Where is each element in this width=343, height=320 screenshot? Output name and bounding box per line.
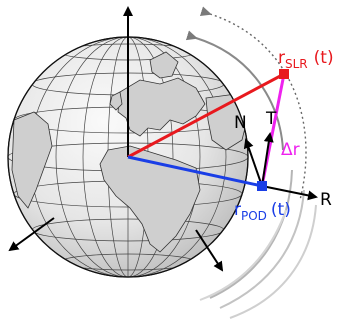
delta-r-label: Δr [281, 140, 300, 160]
r-pod-label: rPOD (t) [234, 200, 291, 223]
t-axis-label: T [265, 109, 277, 129]
orbit-arc-outer-dotted [199, 6, 307, 201]
orbit-arc-upper [185, 30, 284, 151]
continent-africa [99, 145, 201, 253]
continent-americas [11, 111, 53, 209]
orbit-arc-2 [219, 189, 305, 309]
continent-scandinavia [149, 51, 179, 79]
red-square-marker-icon [279, 69, 289, 79]
orbit-arcs [185, 6, 317, 319]
rtn-frame [243, 132, 318, 201]
orbit-arc-4 [199, 209, 287, 301]
earth-axis-y [195, 229, 224, 272]
r-slr-vector [127, 72, 285, 159]
continent-uk [109, 91, 123, 111]
n-axis-arrow [243, 138, 263, 187]
orbit-arc-3 [229, 204, 317, 319]
earth-axes [8, 6, 224, 272]
r-slr-label: rSLR (t) [278, 48, 334, 71]
blue-square-marker-icon [257, 181, 267, 191]
r-axis-label: R [320, 190, 332, 210]
r-axis-arrow [261, 185, 318, 201]
n-axis-label: N [234, 113, 247, 133]
t-axis-arrow [261, 132, 274, 187]
earth-axis-x [8, 217, 55, 252]
r-pod-vector [127, 155, 263, 188]
